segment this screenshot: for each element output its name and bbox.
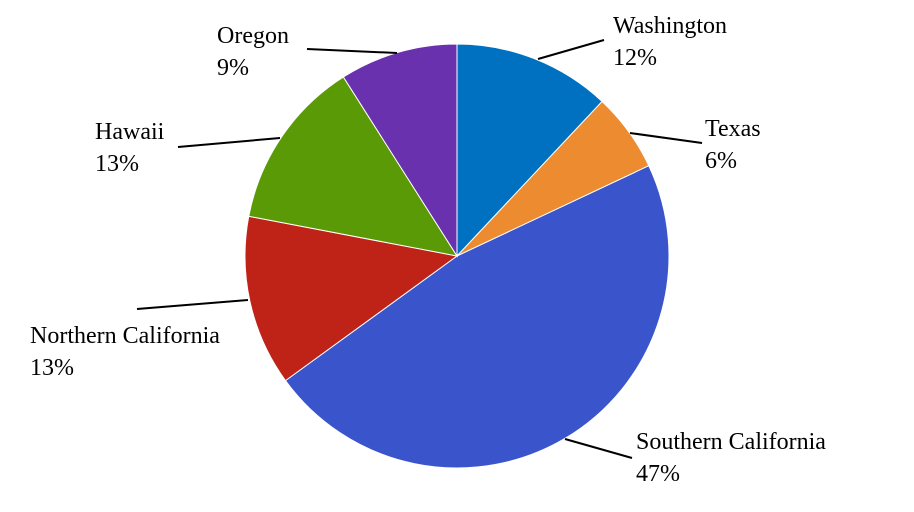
slice-value-label-texas: 6% — [705, 148, 737, 174]
slice-value-label-oregon: 9% — [217, 55, 249, 81]
slice-label-texas: Texas — [705, 116, 761, 142]
slice-value-label-northern-california: 13% — [30, 355, 74, 381]
slices-layer — [244, 43, 670, 469]
leader-lines-layer — [136, 39, 703, 459]
slice-label-washington: Washington — [613, 13, 727, 39]
slice-label-oregon: Oregon — [217, 23, 289, 49]
pie-slice-northern-california — [244, 215, 459, 382]
leader-line-oregon — [306, 48, 398, 54]
slice-value-label-southern-california: 47% — [636, 461, 680, 487]
leader-line-southern-california — [564, 438, 633, 459]
leader-line-hawaii — [177, 137, 281, 148]
leader-line-texas — [629, 132, 703, 144]
pie-slice-washington — [456, 43, 603, 258]
slice-value-label-hawaii: 13% — [95, 151, 139, 177]
pie-slice-oregon — [342, 43, 458, 258]
pie-slice-southern-california — [284, 165, 670, 469]
leader-line-northern-california — [136, 299, 249, 310]
slice-value-label-washington: 12% — [613, 45, 657, 71]
slice-label-hawaii: Hawaii — [95, 119, 165, 145]
slice-label-southern-california: Southern California — [636, 429, 826, 455]
leader-line-washington — [537, 39, 605, 60]
labels-layer: Washington 12% Texas 6% Southern California 4… — [30, 13, 826, 487]
slice-label-northern-california: Northern California — [30, 323, 220, 349]
pie-slice-hawaii — [248, 76, 459, 257]
